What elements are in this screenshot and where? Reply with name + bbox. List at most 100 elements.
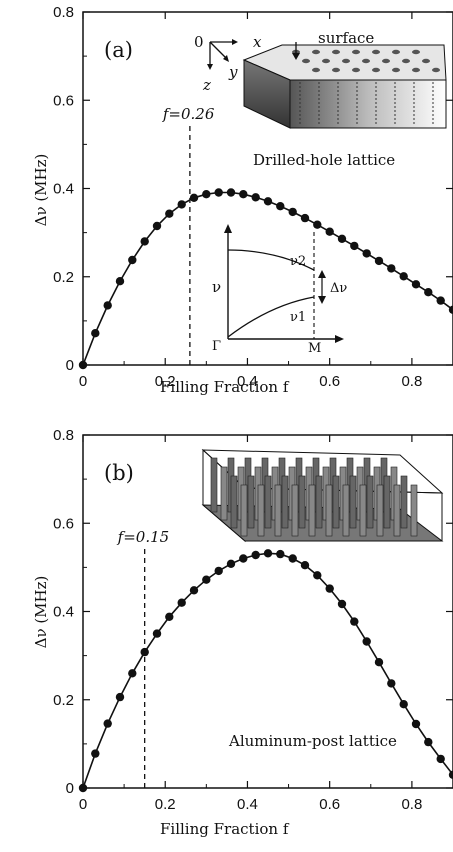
post [240, 484, 248, 537]
y-tick-label: 0.8 [53, 427, 74, 444]
surface-label: surface [318, 29, 374, 47]
hole-top [312, 49, 320, 55]
y-tick-label: 0.6 [53, 515, 74, 532]
data-point [226, 188, 236, 197]
panel-a-points [78, 188, 453, 370]
band-nu1-label: ν1 [290, 310, 306, 325]
data-point [189, 586, 199, 595]
data-point [276, 202, 285, 211]
band-gamma-label: Γ [212, 339, 221, 354]
band-nu2-label: ν2 [290, 254, 306, 269]
block-holes [292, 49, 440, 124]
data-point [214, 188, 223, 197]
data-point [337, 234, 347, 243]
hole-top [332, 49, 340, 55]
x-tick-label: 0 [79, 796, 87, 813]
panel-a-label: (a) [104, 38, 133, 62]
data-point [78, 360, 88, 370]
data-point [288, 554, 297, 563]
axis-z-label: z [202, 76, 211, 94]
panel-b-series-line [82, 552, 453, 789]
post [247, 475, 255, 529]
hole-top [422, 58, 430, 64]
data-point [362, 249, 371, 258]
data-point [115, 277, 125, 286]
post [342, 484, 350, 537]
axis-y-arrowhead [223, 55, 229, 62]
data-point [165, 209, 174, 218]
post [349, 475, 357, 529]
axis-origin-label: 0 [194, 33, 204, 51]
post [291, 484, 299, 537]
block-front-face [289, 79, 447, 129]
band-y-axis-arrowhead [224, 224, 232, 233]
data-point [374, 658, 384, 667]
data-point [140, 647, 149, 657]
band-lower-curve [227, 296, 315, 338]
data-point [165, 612, 174, 621]
data-point [436, 754, 445, 764]
post [298, 475, 306, 529]
data-point [189, 193, 199, 202]
data-point [411, 280, 421, 289]
post [383, 475, 391, 529]
hole-top [432, 67, 440, 73]
panel-b-label: (b) [104, 461, 134, 485]
surface-pointer-head [292, 53, 300, 60]
data-point [263, 549, 273, 558]
post [315, 475, 323, 529]
data-point [239, 554, 248, 563]
hole-top [412, 49, 420, 55]
hole-top [362, 58, 370, 64]
data-point [337, 599, 347, 609]
panel-a-lattice-label: Drilled-hole lattice [253, 151, 395, 169]
y-tick-label: 0.4 [53, 604, 74, 621]
panel-b-xlabel: Filling Fraction f [160, 820, 290, 838]
post [332, 475, 340, 529]
band-x-axis-arrowhead [335, 335, 344, 343]
band-delta-label: Δν [330, 281, 347, 296]
y-tick-label: 0.8 [53, 4, 74, 21]
hole-top [342, 58, 350, 64]
band-y-label: ν [212, 278, 221, 296]
hole-top [412, 67, 420, 73]
data-point [313, 220, 322, 229]
data-point [91, 749, 100, 758]
axis-y-label: y [228, 63, 238, 81]
data-point [103, 719, 112, 728]
hole-top [372, 49, 380, 55]
data-point [325, 227, 334, 236]
data-point [128, 669, 137, 678]
data-point [115, 692, 125, 702]
post [274, 484, 282, 537]
post [400, 475, 408, 529]
data-point [251, 193, 260, 202]
post [366, 475, 374, 529]
post [359, 484, 367, 537]
data-point [177, 200, 186, 209]
data-point [91, 329, 100, 338]
x-tick-label: 0.4 [237, 373, 258, 390]
hole-top [352, 67, 360, 73]
panel-a-inset-3d: 0 x y z surface [194, 29, 447, 129]
x-tick-label: 0.8 [401, 796, 422, 813]
data-point [226, 559, 236, 568]
data-point [251, 550, 260, 560]
hole-top [392, 49, 400, 55]
post [210, 457, 218, 513]
aluminum-posts [210, 457, 418, 537]
y-tick-label: 0.4 [53, 181, 74, 198]
data-point [313, 571, 322, 580]
x-tick-label: 0.2 [155, 373, 176, 390]
data-point [387, 679, 396, 688]
data-point [350, 241, 359, 251]
post [230, 475, 238, 529]
data-point [152, 629, 162, 638]
band-gap-arrowhead-down [318, 296, 326, 304]
data-point [300, 213, 310, 223]
data-point [152, 221, 162, 231]
data-point [276, 549, 285, 559]
panel-a: 0 0.2 0.4 0.6 0.8 0 0.2 0.4 0.6 0.8 f=0.26 (a) Dr… [32, 4, 453, 396]
x-tick-label: 0.6 [319, 373, 340, 390]
data-point [103, 301, 112, 310]
